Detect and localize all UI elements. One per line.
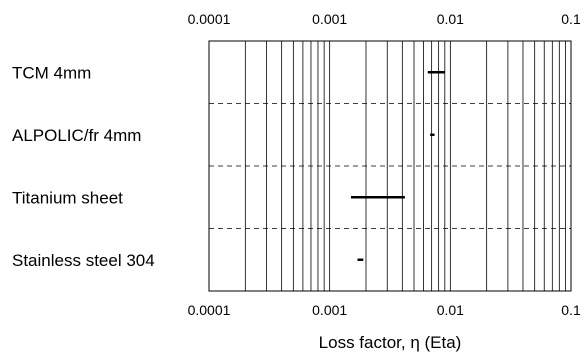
grid <box>209 41 571 291</box>
category-label: ALPOLIC/fr 4mm <box>12 126 141 145</box>
plot-frame <box>208 40 572 292</box>
top-tick-label: 0.0001 <box>188 11 231 27</box>
category-label: Stainless steel 304 <box>12 251 155 270</box>
top-tick-label: 0.1 <box>561 11 581 27</box>
top-tick-labels: 0.0001 0.001 0.01 0.1 <box>188 11 581 27</box>
category-label: TCM 4mm <box>12 63 91 82</box>
bottom-tick-label: 0.1 <box>561 302 581 318</box>
bottom-tick-label: 0.0001 <box>188 302 231 318</box>
bottom-tick-label: 0.001 <box>312 302 347 318</box>
top-tick-label: 0.001 <box>312 11 347 27</box>
bottom-tick-label: 0.01 <box>437 302 464 318</box>
category-labels: TCM 4mm ALPOLIC/fr 4mm Titanium sheet Stain… <box>12 63 155 270</box>
x-axis-title: Loss factor, η (Eta) <box>319 333 462 352</box>
top-tick-label: 0.01 <box>437 11 464 27</box>
category-label: Titanium sheet <box>12 188 123 207</box>
bottom-tick-labels: 0.0001 0.001 0.01 0.1 <box>188 302 581 318</box>
range-marks <box>350 71 445 261</box>
